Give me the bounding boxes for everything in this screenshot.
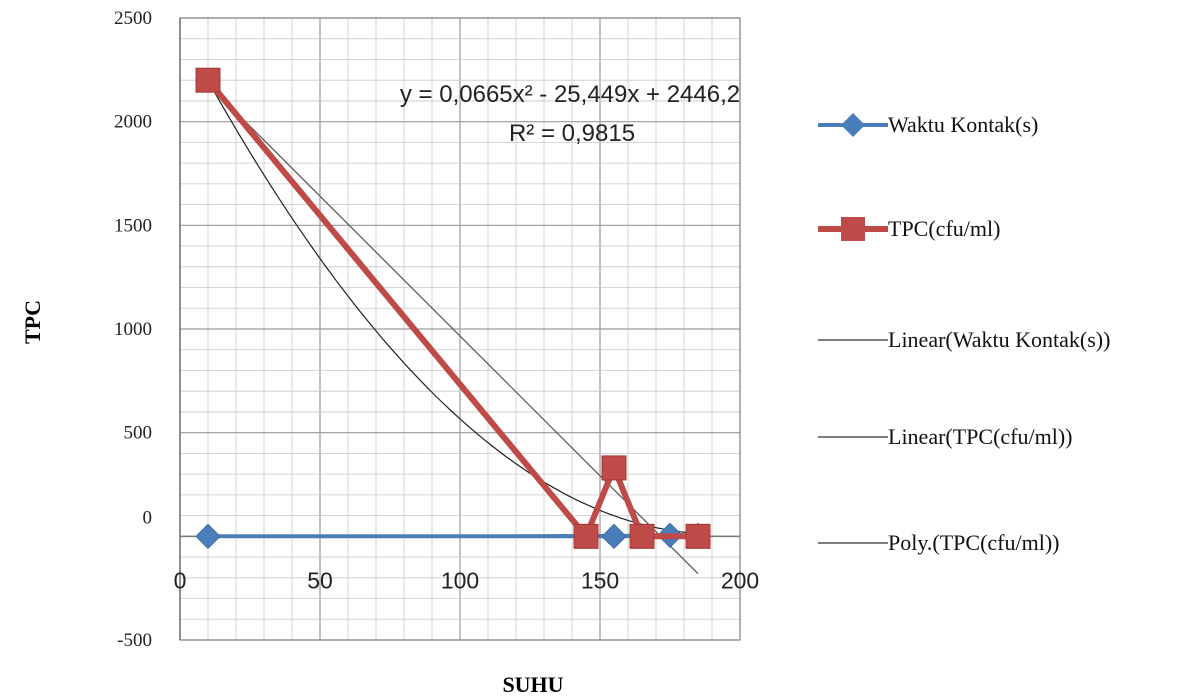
diamond-marker [195,523,221,550]
x-tick-label: 100 [441,567,479,593]
y-tick-label: 1000 [114,319,152,340]
y-tick-label: 0 [143,507,153,528]
legend-label-1: Waktu Kontak(s) [888,112,1038,137]
y-tick-label: -500 [117,630,152,651]
legend-diamond-marker [841,113,865,137]
r-squared-label: R² = 0,9815 [509,120,635,147]
square-marker [685,523,711,549]
legend-label-3: Linear(Waktu Kontak(s)) [888,327,1110,352]
y-tick-label: 2000 [114,112,152,133]
legend: Waktu Kontak(s) TPC(cfu/ml) Linear(Waktu K… [818,112,1110,555]
square-marker [629,523,655,549]
y-tick-label: 2500 [114,8,152,29]
y-axis-title: TPC [20,300,45,344]
trendline-3 [207,80,699,534]
y-tick-label: 1500 [114,215,152,236]
gridlines [179,17,741,641]
legend-label-4: Linear(TPC(cfu/ml)) [888,424,1073,449]
trendline-equation: y = 0,0665x² - 25,449x + 2446,2 [400,81,740,108]
x-tick-label: 50 [307,567,333,593]
x-tick-label: 150 [581,567,619,593]
x-tick-label: 200 [721,567,759,593]
series-group [195,67,711,550]
square-marker [195,67,221,93]
legend-label-2: TPC(cfu/ml) [888,216,1000,241]
x-tick-label: 0 [174,567,187,593]
trendline-2 [207,83,699,575]
x-axis-title: SUHU [502,672,563,697]
y-tick-label: 500 [124,423,153,444]
legend-square-marker [841,217,865,241]
square-marker [601,455,627,481]
tick-labels: -500 0 500 1000 1500 2000 2500 0 50 100 150 200 [114,8,759,651]
legend-label-5: Poly.(TPC(cfu/ml)) [888,530,1060,555]
square-marker [573,523,599,549]
diamond-marker [601,523,627,550]
